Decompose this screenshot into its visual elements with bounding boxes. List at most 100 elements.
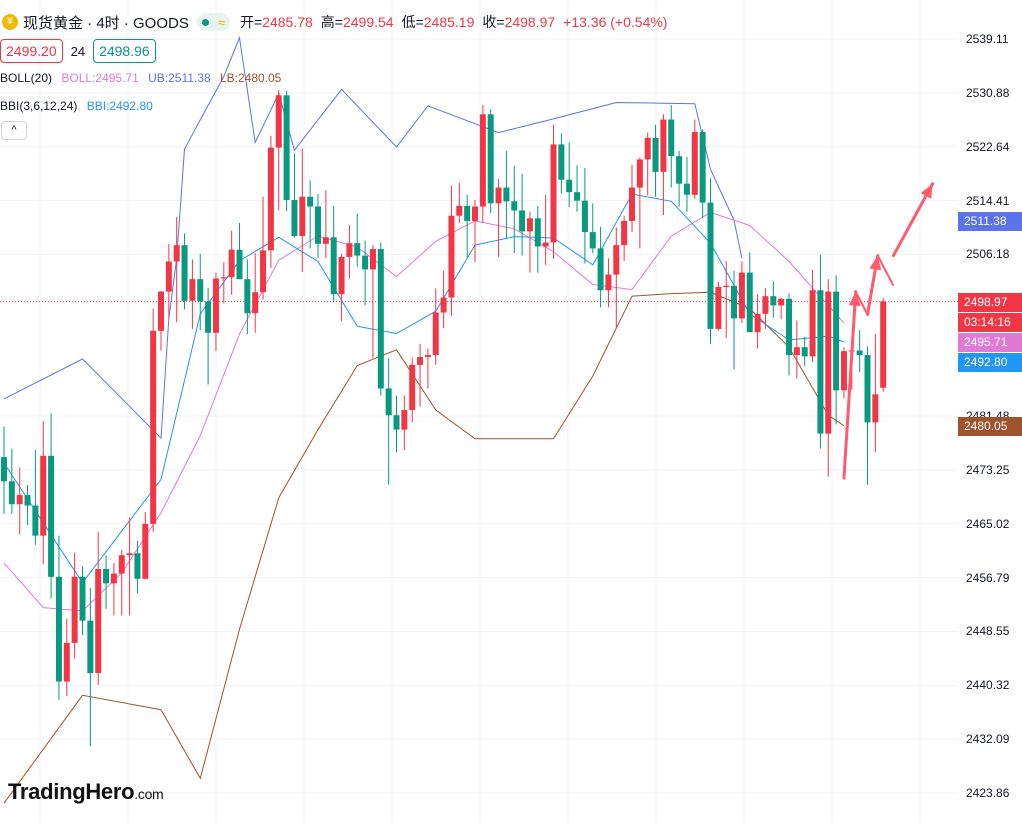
candle-down: [519, 173, 526, 256]
projection-arrows: [842, 182, 935, 480]
arrowhead-icon: [920, 183, 933, 199]
candle-down: [87, 587, 94, 747]
candle-up: [299, 148, 306, 272]
candle-body: [707, 202, 714, 329]
candle-up: [644, 132, 651, 196]
candle-body: [87, 620, 94, 674]
candle-down: [315, 194, 321, 259]
price-tick-label: 2514.41: [966, 193, 1010, 208]
candle-up: [723, 260, 730, 339]
candle-body: [589, 232, 596, 249]
candle-body: [519, 210, 526, 232]
price-change: +13.36 (+0.54%): [563, 14, 668, 30]
candle-series: [1, 90, 887, 747]
candle-up: [173, 217, 180, 323]
candle-body: [581, 200, 588, 233]
candle-body: [731, 285, 738, 319]
candle-body: [118, 555, 125, 574]
candle-body: [817, 290, 824, 434]
price-tick-label: 2539.11: [966, 32, 1009, 46]
candle-down: [503, 150, 510, 240]
boll-indicator-legend[interactable]: BOLL(20) BOLL:2495.71 UB:2511.38 LB:2480…: [0, 71, 281, 85]
candle-up: [142, 512, 149, 580]
candle-body: [566, 179, 573, 193]
candle-down: [181, 233, 188, 310]
candle-up: [472, 200, 478, 263]
candle-down: [833, 275, 840, 425]
candle-down: [511, 165, 518, 253]
symbol-title[interactable]: 现货黄金 · 4时 · GOODS: [23, 14, 189, 32]
candle-down: [597, 226, 604, 308]
sell-button[interactable]: 2499.20: [0, 39, 63, 63]
candle-body: [503, 187, 510, 202]
bbi-indicator-legend[interactable]: BBI(3,6,12,24) BBI:2492.80: [0, 99, 153, 113]
candle-body: [825, 291, 832, 434]
price-tick-label: 2473.25: [966, 462, 1010, 477]
candle-body: [252, 292, 259, 314]
candle-down: [801, 336, 808, 367]
candle-up: [16, 467, 23, 535]
gold-symbol-icon: ¥: [2, 14, 18, 30]
price-tick-label: 2423.86: [966, 786, 1010, 800]
candle-body: [220, 277, 227, 279]
candle-up: [369, 245, 376, 358]
candle-up: [495, 179, 502, 257]
boll-middle-band: [3, 211, 845, 612]
candle-up: [165, 243, 172, 319]
candle-down: [79, 566, 86, 636]
candle-down: [283, 90, 290, 212]
candle-down: [32, 449, 39, 545]
candle-body: [754, 313, 761, 333]
candle-up: [432, 288, 439, 365]
collapse-legend-button[interactable]: ^: [1, 121, 27, 140]
candle-body: [338, 256, 345, 295]
candle-body: [212, 278, 219, 333]
candle-body: [126, 553, 133, 556]
candle-down: [487, 109, 494, 214]
candle-body: [95, 568, 102, 674]
market-status-badge[interactable]: ≈: [196, 13, 230, 31]
candle-body: [809, 290, 816, 357]
bollinger-bands: [3, 35, 845, 804]
candle-body: [165, 261, 172, 292]
candle-down: [817, 254, 824, 449]
candle-up: [629, 164, 635, 233]
ohlc-open: 开=2485.78: [239, 14, 313, 30]
candle-body: [636, 159, 643, 188]
candle-up: [778, 297, 785, 320]
candle-up: [322, 190, 329, 259]
candle-down: [676, 150, 683, 207]
candle-body: [699, 131, 706, 203]
price-tick-label: 2432.09: [966, 732, 1010, 747]
candle-down: [8, 448, 15, 515]
candle-down: [377, 242, 384, 396]
candle-body: [558, 144, 565, 180]
chart-header: ¥ 现货黄金 · 4时 · GOODS ≈ 开=2485.78 高=2499.5…: [0, 10, 667, 34]
candle-down: [683, 156, 690, 212]
price-tick-label: 2440.32: [966, 678, 1010, 693]
candle-down: [103, 555, 110, 609]
candle-body: [511, 201, 518, 211]
boll-upper-band: [3, 35, 743, 440]
candle-body: [856, 350, 863, 356]
candle-down: [534, 205, 541, 273]
candle-up: [440, 270, 447, 329]
candle-down: [746, 252, 753, 333]
candle-body: [409, 364, 416, 411]
candle-body: [723, 285, 730, 288]
candle-body: [228, 249, 235, 278]
brand-domain: .com: [134, 786, 164, 802]
price-axis[interactable]: 2539.112530.882522.642514.412506.182481.…: [958, 0, 1022, 823]
candle-body: [322, 237, 329, 244]
projection-arrow-line: [842, 290, 858, 480]
candle-up: [715, 281, 722, 331]
candle-down: [48, 413, 55, 599]
bbi-name: BBI(3,6,12,24): [0, 99, 78, 113]
candle-down: [1, 426, 7, 515]
candle-body: [542, 242, 549, 247]
price-tag-mid: 2495.71: [958, 333, 1022, 352]
candle-down: [55, 535, 62, 700]
candle-up: [660, 114, 667, 216]
buy-button[interactable]: 2498.96: [93, 39, 156, 63]
